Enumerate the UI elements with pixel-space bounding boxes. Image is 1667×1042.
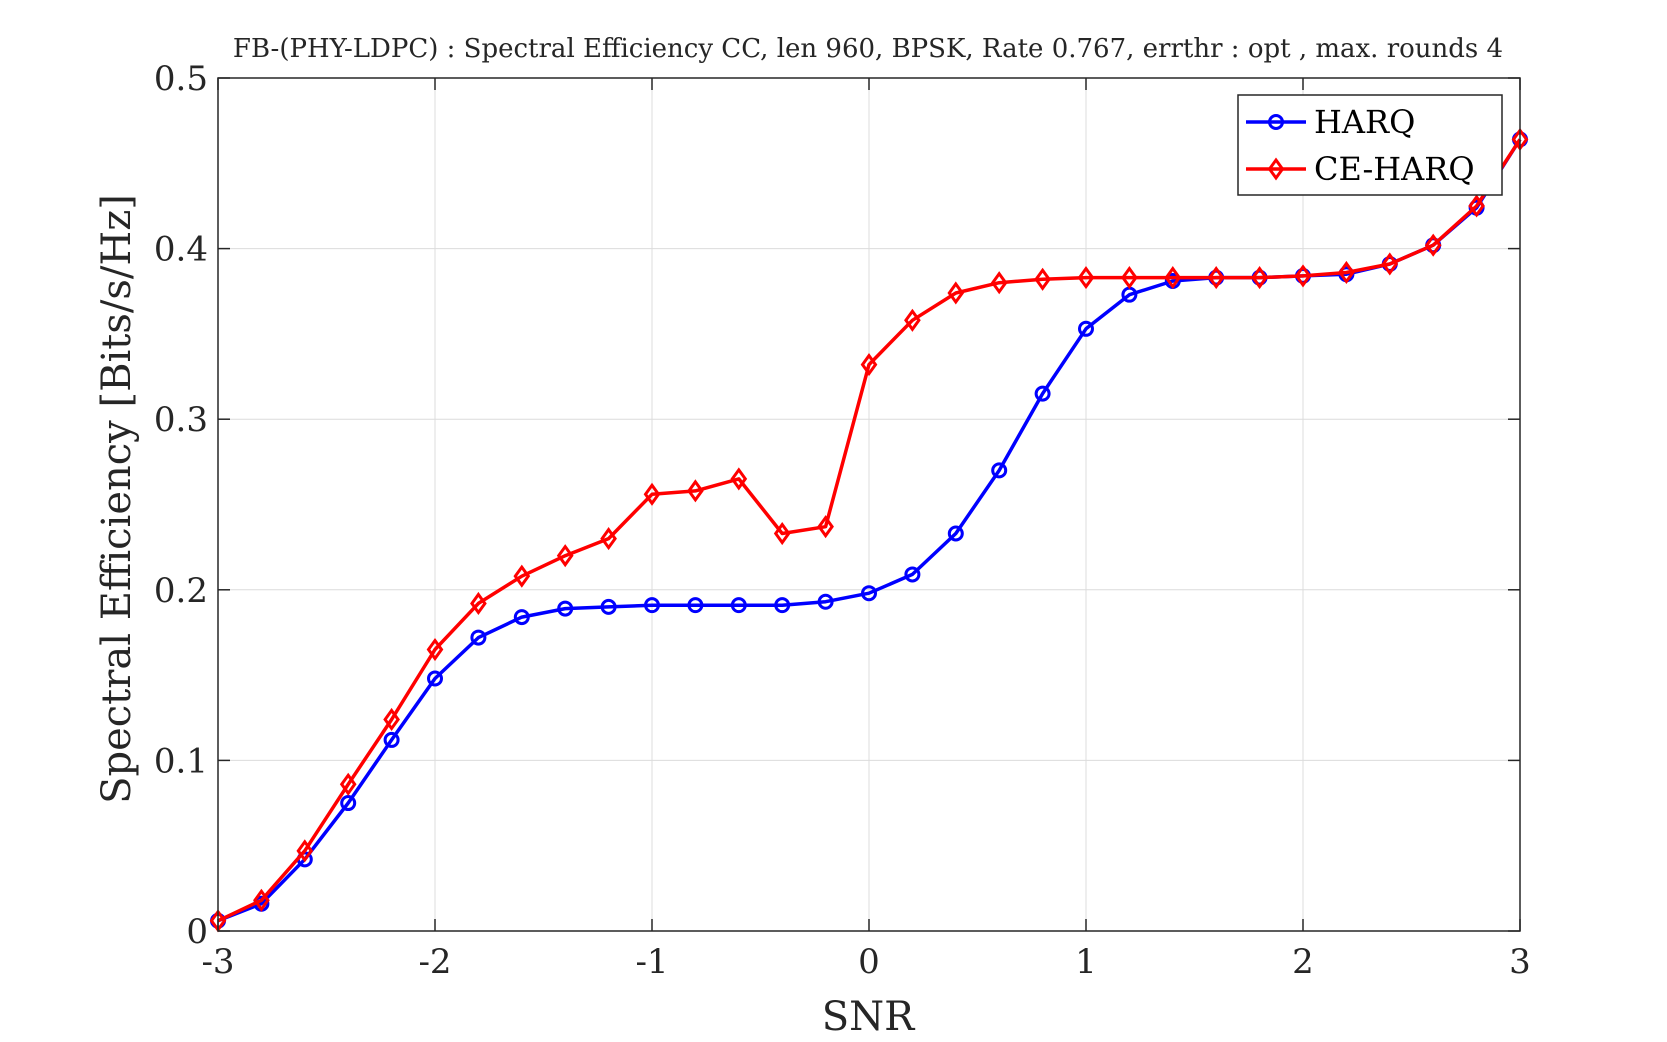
y-tick-label: 0.4 — [154, 230, 208, 270]
data-point-ce-harq — [383, 707, 400, 732]
chart-title: FB-(PHY-LDPC) : Spectral Efficiency CC, … — [233, 34, 1503, 64]
data-point-ce-harq — [1294, 264, 1312, 288]
data-point-harq — [557, 600, 574, 617]
data-point-harq — [730, 597, 747, 614]
x-tick-label: 0 — [858, 942, 880, 982]
data-point-harq — [687, 597, 704, 614]
data-point-harq — [644, 597, 660, 614]
data-point-ce-harq — [643, 482, 661, 506]
legend: HARQ CE-HARQ — [1237, 94, 1503, 196]
x-axis-label: SNR — [822, 994, 916, 1040]
data-point-ce-harq — [773, 521, 791, 546]
x-tick-label: 3 — [1509, 942, 1531, 982]
series-layer — [209, 127, 1529, 933]
y-tick-label: 0.1 — [154, 741, 208, 781]
data-point-ce-harq — [1468, 194, 1485, 218]
data-point-ce-harq — [339, 772, 357, 796]
y-tick-label: 0.2 — [154, 571, 208, 611]
legend-marker-ce-harq — [1267, 157, 1285, 181]
x-tick-label: -2 — [418, 942, 451, 982]
series-ce-harq — [209, 127, 1529, 933]
data-point-ce-harq — [1121, 266, 1138, 290]
y-axis-label: Spectral Efficiency [Bits/s/Hz] — [94, 194, 140, 804]
data-point-ce-harq — [513, 564, 531, 588]
data-point-harq — [774, 597, 791, 614]
y-tick-label: 0.5 — [154, 59, 208, 99]
data-point-ce-harq — [1381, 252, 1399, 276]
data-point-harq — [861, 585, 877, 602]
data-point-ce-harq — [904, 308, 921, 332]
legend-marker-harq — [1268, 114, 1284, 130]
data-point-ce-harq — [296, 839, 314, 863]
data-point-ce-harq — [947, 281, 965, 305]
data-point-ce-harq — [990, 271, 1008, 295]
data-point-ce-harq — [687, 479, 704, 503]
data-point-ce-harq — [426, 637, 444, 662]
data-point-ce-harq — [817, 515, 834, 539]
legend-label-harq: HARQ — [1314, 103, 1415, 141]
data-point-harq — [904, 566, 921, 583]
data-point-harq — [947, 525, 964, 542]
data-point-harq — [340, 795, 357, 812]
data-point-harq — [991, 462, 1008, 479]
data-point-ce-harq — [1034, 267, 1051, 291]
y-tick-label: 0 — [186, 912, 208, 952]
data-point-ce-harq — [730, 467, 748, 491]
x-tick-label: -1 — [635, 942, 668, 982]
x-tick-label: 2 — [1292, 942, 1314, 982]
data-point-ce-harq — [470, 591, 487, 616]
axes: -3 -2 -1 0 1 2 3 0 0.1 0.2 0.3 0.4 0.5 — [154, 59, 1531, 982]
x-tick-label: 1 — [1075, 942, 1097, 982]
data-point-ce-harq — [556, 544, 574, 568]
data-point-ce-harq — [600, 527, 617, 551]
y-tick-label: 0.3 — [154, 400, 208, 440]
legend-label-ce-harq: CE-HARQ — [1314, 150, 1475, 188]
data-point-ce-harq — [1207, 266, 1225, 290]
data-point-harq — [427, 670, 443, 687]
data-point-ce-harq — [860, 353, 878, 377]
data-point-harq — [470, 629, 487, 646]
data-point-ce-harq — [1424, 233, 1442, 257]
data-point-harq — [1078, 320, 1094, 337]
legend-box — [1237, 94, 1503, 196]
data-point-harq — [513, 609, 530, 626]
data-point-ce-harq — [1251, 266, 1268, 290]
x-tick-label: -3 — [201, 942, 234, 982]
data-point-harq — [817, 593, 834, 610]
data-point-ce-harq — [1164, 266, 1182, 290]
data-point-ce-harq — [1338, 260, 1355, 285]
data-point-ce-harq — [1077, 266, 1095, 290]
series-line-ce-harq — [217, 138, 1522, 923]
data-point-harq — [600, 598, 617, 615]
data-point-harq — [383, 731, 400, 748]
data-point-harq — [1034, 385, 1051, 402]
data-point-ce-harq — [253, 888, 270, 912]
